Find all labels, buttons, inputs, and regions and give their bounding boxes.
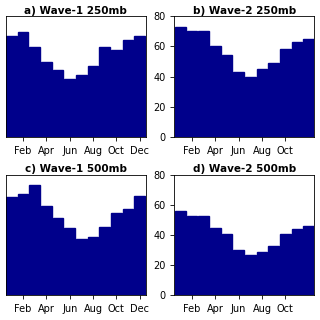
Bar xyxy=(134,196,145,295)
Bar xyxy=(175,27,186,137)
Bar xyxy=(268,63,279,137)
Bar xyxy=(123,40,133,137)
Bar xyxy=(41,206,52,295)
Bar xyxy=(187,216,197,295)
Bar xyxy=(210,228,220,295)
Bar xyxy=(6,197,17,295)
Bar xyxy=(18,32,28,137)
Bar xyxy=(257,252,267,295)
Bar xyxy=(18,194,28,295)
Bar xyxy=(233,72,244,137)
Bar xyxy=(64,79,75,137)
Bar xyxy=(268,246,279,295)
Bar xyxy=(29,47,40,137)
Bar xyxy=(280,50,291,137)
Title: d) Wave-2 500mb: d) Wave-2 500mb xyxy=(193,164,296,174)
Bar xyxy=(88,237,98,295)
Bar xyxy=(222,55,232,137)
Bar xyxy=(41,62,52,137)
Bar xyxy=(245,255,256,295)
Bar xyxy=(6,36,17,137)
Bar xyxy=(53,70,63,137)
Bar xyxy=(292,229,302,295)
Bar xyxy=(210,46,220,137)
Title: b) Wave-2 250mb: b) Wave-2 250mb xyxy=(193,5,296,16)
Bar xyxy=(303,39,314,137)
Bar xyxy=(88,66,98,137)
Title: a) Wave-1 250mb: a) Wave-1 250mb xyxy=(24,5,127,16)
Bar xyxy=(257,69,267,137)
Bar xyxy=(111,50,122,137)
Bar xyxy=(292,42,302,137)
Title: c) Wave-1 500mb: c) Wave-1 500mb xyxy=(25,164,126,174)
Bar xyxy=(187,31,197,137)
Bar xyxy=(233,250,244,295)
Bar xyxy=(100,47,110,137)
Bar xyxy=(175,211,186,295)
Bar xyxy=(134,36,145,137)
Bar xyxy=(280,234,291,295)
Bar xyxy=(303,226,314,295)
Bar xyxy=(123,209,133,295)
Bar xyxy=(222,234,232,295)
Bar xyxy=(198,216,209,295)
Bar xyxy=(76,75,87,137)
Bar xyxy=(29,185,40,295)
Bar xyxy=(245,76,256,137)
Bar xyxy=(111,213,122,295)
Bar xyxy=(198,31,209,137)
Bar xyxy=(53,218,63,295)
Bar xyxy=(64,228,75,295)
Bar xyxy=(76,239,87,295)
Bar xyxy=(100,227,110,295)
